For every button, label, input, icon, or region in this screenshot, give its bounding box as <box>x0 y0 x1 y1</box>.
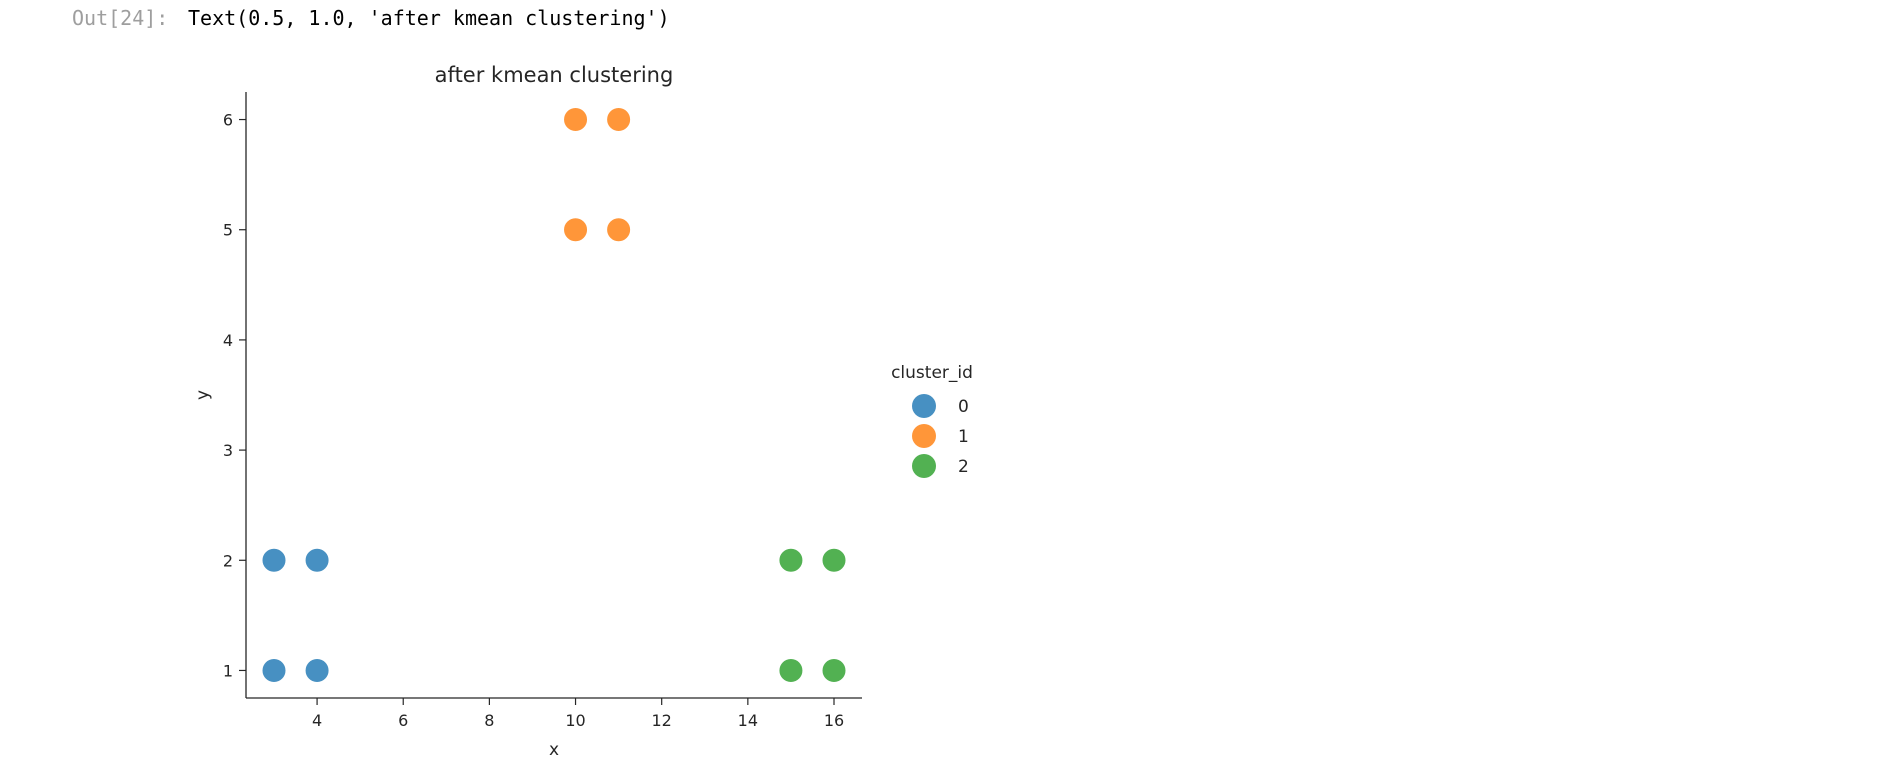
data-point-cluster-1 <box>606 107 632 133</box>
legend-label-2: 2 <box>958 457 969 477</box>
data-point-cluster-2 <box>778 657 804 683</box>
x-tick-label: 4 <box>312 711 322 730</box>
data-point-cluster-2 <box>778 547 804 573</box>
data-points <box>261 107 847 683</box>
data-point-cluster-1 <box>606 217 632 243</box>
y-tick-label: 3 <box>223 441 233 460</box>
y-tick-label: 2 <box>223 551 233 570</box>
legend-title: cluster_id <box>891 363 973 383</box>
y-tick-label: 1 <box>223 661 233 680</box>
chart-title: after kmean clustering <box>435 63 674 87</box>
y-tick-label: 6 <box>223 111 233 130</box>
data-point-cluster-2 <box>821 657 847 683</box>
legend: cluster_id 0 1 2 <box>891 363 973 478</box>
data-point-cluster-2 <box>821 547 847 573</box>
legend-marker-0 <box>912 394 936 418</box>
data-point-cluster-0 <box>304 547 330 573</box>
data-point-cluster-0 <box>261 657 287 683</box>
data-point-cluster-1 <box>563 107 589 133</box>
legend-marker-2 <box>912 454 936 478</box>
y-axis-label: y <box>193 390 213 400</box>
x-tick-label: 12 <box>652 711 672 730</box>
x-axis-ticks: 4 6 8 10 12 14 16 <box>312 698 844 730</box>
x-tick-label: 8 <box>484 711 494 730</box>
x-tick-label: 16 <box>824 711 844 730</box>
x-tick-label: 14 <box>738 711 758 730</box>
x-axis-label: x <box>549 740 559 760</box>
x-tick-label: 10 <box>565 711 585 730</box>
data-point-cluster-1 <box>563 217 589 243</box>
x-tick-label: 6 <box>398 711 408 730</box>
data-point-cluster-0 <box>304 657 330 683</box>
data-point-cluster-0 <box>261 547 287 573</box>
legend-label-0: 0 <box>958 397 969 417</box>
y-tick-label: 4 <box>223 331 233 350</box>
y-axis-ticks: 1 2 3 4 5 6 <box>223 111 246 680</box>
output-text: Text(0.5, 1.0, 'after kmean clustering') <box>188 6 670 30</box>
y-tick-label: 5 <box>223 221 233 240</box>
legend-marker-1 <box>912 424 936 448</box>
output-prompt: Out[24]: <box>72 6 169 30</box>
legend-label-1: 1 <box>958 427 969 447</box>
